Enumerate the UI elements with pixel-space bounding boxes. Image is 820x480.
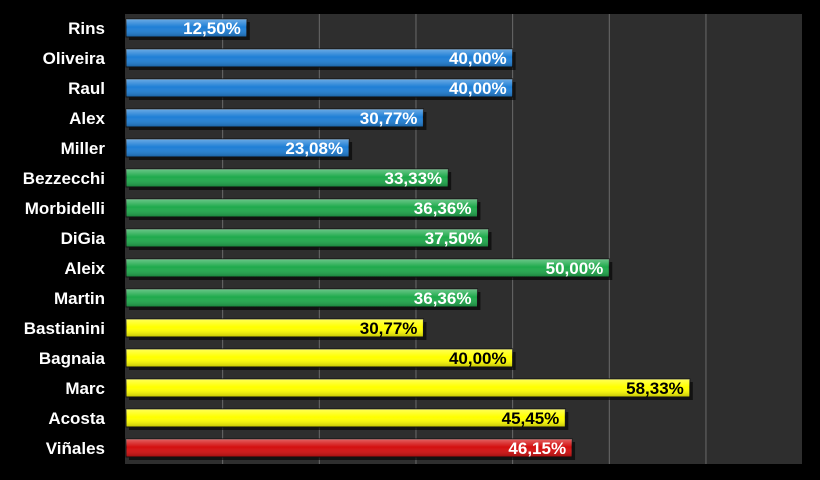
bar-gloss — [126, 379, 690, 397]
bar-gloss — [126, 79, 513, 97]
value-label: 58,33% — [626, 379, 684, 398]
bar-gloss — [126, 319, 424, 337]
bar-gloss — [126, 49, 513, 67]
category-label: Miller — [61, 139, 106, 158]
category-label: Aleix — [64, 259, 105, 278]
bar-gloss — [126, 409, 566, 427]
category-label: Alex — [69, 109, 105, 128]
value-label: 50,00% — [546, 259, 604, 278]
value-label: 30,77% — [360, 319, 418, 338]
bar-gloss — [126, 109, 424, 127]
value-label: 40,00% — [449, 349, 507, 368]
value-label: 30,77% — [360, 109, 418, 128]
value-label: 37,50% — [425, 229, 483, 248]
category-label: Morbidelli — [25, 199, 105, 218]
bar-gloss — [126, 169, 449, 187]
value-label: 33,33% — [384, 169, 442, 188]
category-label: Bagnaia — [39, 349, 106, 368]
category-label: Marc — [65, 379, 105, 398]
category-label: Martin — [54, 289, 105, 308]
category-label: Acosta — [48, 409, 105, 428]
bar-gloss — [126, 139, 350, 157]
value-label: 40,00% — [449, 79, 507, 98]
value-label: 23,08% — [285, 139, 343, 158]
bar-gloss — [126, 439, 573, 457]
value-label: 36,36% — [414, 289, 472, 308]
value-label: 46,15% — [508, 439, 566, 458]
bar-gloss — [126, 349, 513, 367]
category-label: Viñales — [46, 439, 105, 458]
category-label: Bastianini — [24, 319, 105, 338]
value-label: 36,36% — [414, 199, 472, 218]
category-label: Bezzecchi — [23, 169, 105, 188]
bar-gloss — [126, 19, 247, 37]
bar-gloss — [126, 289, 478, 307]
bar-gloss — [126, 229, 489, 247]
value-label: 40,00% — [449, 49, 507, 68]
category-label: Rins — [68, 19, 105, 38]
bar-gloss — [126, 199, 478, 217]
value-label: 45,45% — [502, 409, 560, 428]
category-label: DiGia — [61, 229, 106, 248]
bar-gloss — [126, 259, 610, 277]
category-label: Raul — [68, 79, 105, 98]
category-label: Oliveira — [43, 49, 106, 68]
value-label: 12,50% — [183, 19, 241, 38]
